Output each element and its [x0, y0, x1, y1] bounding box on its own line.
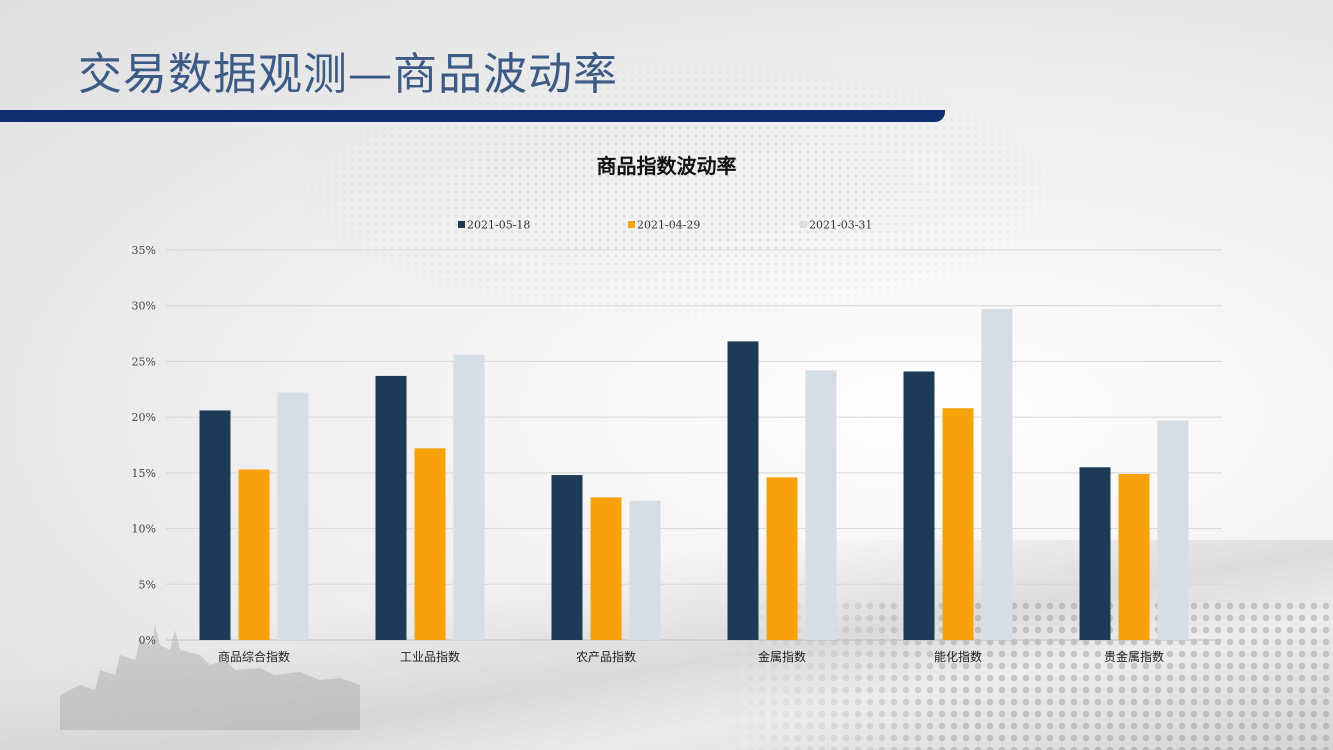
world-map-dots-decoration — [300, 60, 1060, 320]
legend-swatch — [628, 221, 635, 228]
bar — [277, 392, 309, 640]
legend-label: 2021-04-29 — [637, 219, 700, 232]
y-tick-label: 5% — [139, 578, 156, 591]
bar — [590, 497, 622, 640]
bar — [805, 370, 837, 640]
city-skyline-decoration — [60, 625, 360, 730]
y-tick-label: 15% — [132, 467, 156, 480]
y-tick-label: 35% — [132, 244, 156, 257]
slide-title: 交易数据观测—商品波动率 — [78, 49, 618, 100]
legend-label: 2021-05-18 — [467, 219, 530, 232]
bar — [414, 448, 446, 640]
bar — [942, 408, 974, 640]
y-tick-label: 30% — [132, 300, 156, 313]
bar — [453, 354, 485, 640]
title-underline-bar — [0, 110, 945, 122]
legend-swatch — [800, 221, 807, 228]
bar — [1118, 473, 1150, 640]
bar — [727, 341, 759, 640]
y-tick-label: 20% — [132, 411, 156, 424]
x-tick-label: 贵金属指数 — [1104, 649, 1164, 664]
bar — [199, 410, 231, 640]
legend-label: 2021-03-31 — [809, 219, 872, 232]
x-tick-label: 商品综合指数 — [218, 649, 290, 664]
x-tick-label: 能化指数 — [934, 649, 982, 664]
bar — [375, 375, 407, 640]
bar — [1157, 420, 1189, 640]
y-tick-label: 25% — [132, 355, 156, 368]
legend-swatch — [458, 221, 465, 228]
x-tick-label: 金属指数 — [758, 649, 806, 664]
bar — [551, 475, 583, 640]
bar — [1079, 467, 1111, 640]
x-tick-label: 农产品指数 — [576, 649, 636, 664]
bar — [766, 477, 798, 640]
bar — [629, 500, 661, 640]
y-tick-label: 10% — [132, 523, 156, 536]
chart-title: 商品指数波动率 — [596, 154, 737, 178]
bar — [981, 309, 1013, 640]
bar — [238, 469, 270, 640]
bar — [903, 371, 935, 640]
x-tick-label: 工业品指数 — [400, 649, 460, 664]
y-tick-label: 0% — [139, 634, 156, 647]
